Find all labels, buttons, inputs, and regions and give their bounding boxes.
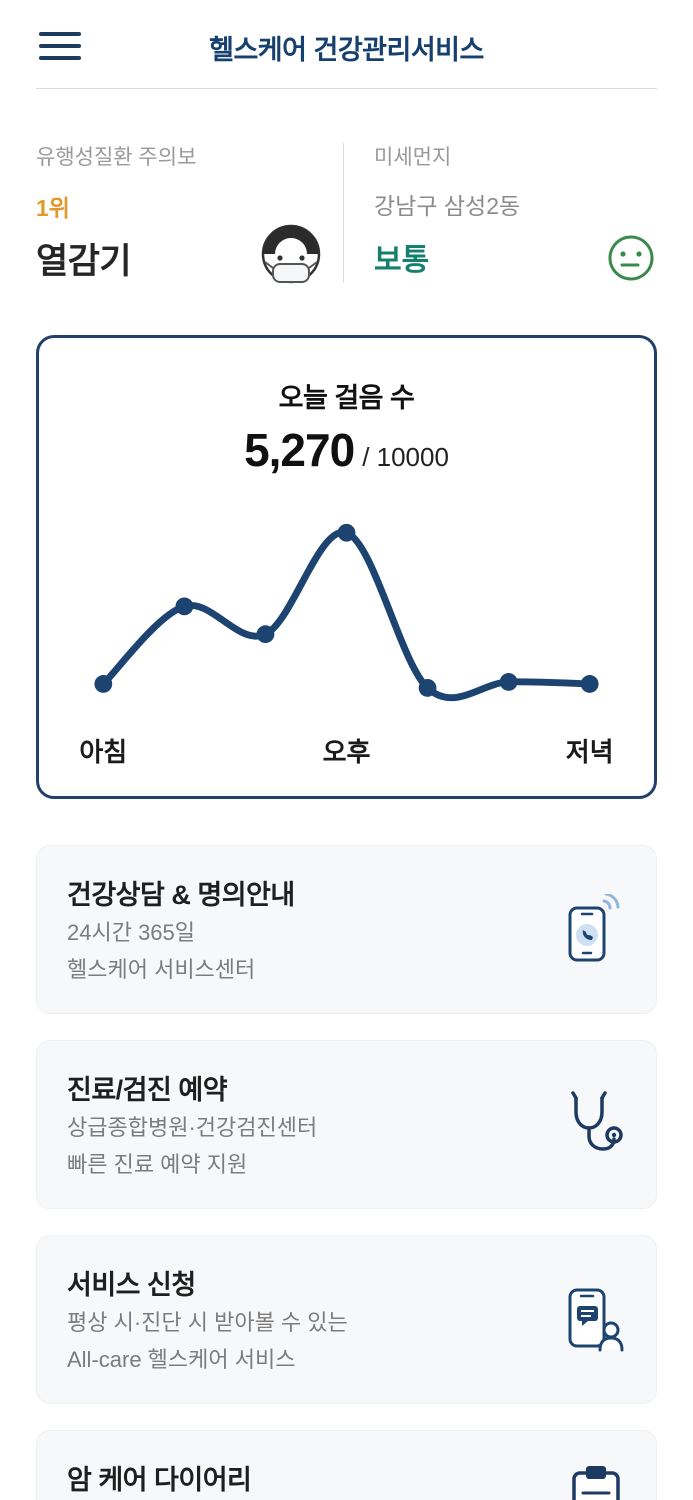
app-header: 헬스케어 건강관리서비스 (36, 16, 657, 78)
air-quality-panel: 미세먼지 강남구 삼성2동 보통 (344, 141, 657, 289)
card-text: 건강상담 & 명의안내 24시간 365일 헬스케어 서비스센터 (67, 873, 295, 986)
chart-data-point (580, 675, 599, 693)
card-text: 서비스 신청 평상 시·진단 시 받아볼 수 있는 All-care 헬스케어 … (67, 1263, 348, 1376)
steps-count: 5,270/ 10000 (57, 423, 636, 477)
card-title: 진료/검진 예약 (67, 1074, 228, 1105)
mood-neutral-icon (605, 232, 657, 289)
steps-goal-value: / 10000 (362, 442, 449, 472)
card-text: 진료/검진 예약 상급종합병원·건강검진센터 빠른 진료 예약 지원 (67, 1068, 317, 1181)
card-line: All-care 헬스케어 서비스 (67, 1346, 296, 1372)
phone-call-icon (562, 894, 626, 964)
header-divider (36, 88, 657, 89)
epidemic-disease-name: 열감기 (36, 242, 132, 281)
steps-title: 오늘 걸음 수 (278, 383, 415, 413)
phone-chat-person-icon (562, 1284, 626, 1354)
steps-line-chart (94, 523, 599, 702)
page-title: 헬스케어 건강관리서비스 (209, 34, 484, 65)
epidemic-rank: 1위 (36, 195, 70, 221)
x-axis-tick-label: 아침 (79, 736, 128, 767)
air-quality-label: 미세먼지 (374, 146, 452, 169)
menu-card-list: 건강상담 & 명의안내 24시간 365일 헬스케어 서비스센터 진료/검진 예… (36, 844, 657, 1500)
chart-data-point (418, 679, 437, 697)
card-title: 건강상담 & 명의안내 (67, 879, 295, 910)
card-line: 24시간 365일 (67, 919, 196, 945)
steps-line-path (99, 529, 594, 702)
steps-chart-card[interactable]: 오늘 걸음 수 5,270/ 10000 아침 오후 저녁 (36, 335, 657, 799)
status-section: 유행성질환 주의보 1위 열감기 미세먼지 강남구 삼성2동 보통 (36, 141, 657, 289)
card-text: 암 케어 다이어리 암 진단 회원이 이용 (67, 1458, 252, 1500)
epidemic-alert-label: 유행성질환 주의보 (36, 146, 197, 169)
menu-card-appointment[interactable]: 진료/검진 예약 상급종합병원·건강검진센터 빠른 진료 예약 지원 (36, 1039, 657, 1209)
menu-card-health-consult[interactable]: 건강상담 & 명의안내 24시간 365일 헬스케어 서비스센터 (36, 844, 657, 1014)
epidemic-alert-panel: 유행성질환 주의보 1위 열감기 (36, 141, 343, 289)
card-title: 서비스 신청 (67, 1269, 196, 1300)
status-divider (343, 143, 344, 283)
chart-data-point (256, 625, 275, 644)
steps-current-value: 5,270 (244, 424, 355, 476)
menu-button[interactable] (36, 27, 84, 68)
steps-chart-area: 아침 오후 저녁 (57, 499, 636, 770)
chart-data-point (499, 673, 518, 691)
card-line: 평상 시·진단 시 받아볼 수 있는 (67, 1309, 348, 1335)
x-axis-tick-label: 오후 (322, 736, 371, 767)
card-line: 헬스케어 서비스센터 (67, 956, 256, 982)
menu-card-service-apply[interactable]: 서비스 신청 평상 시·진단 시 받아볼 수 있는 All-care 헬스케어 … (36, 1234, 657, 1404)
chart-data-point (94, 675, 113, 693)
card-line: 빠른 진료 예약 지원 (67, 1151, 248, 1177)
x-axis-tick-label: 저녁 (565, 736, 614, 767)
card-title: 암 케어 다이어리 (67, 1464, 252, 1495)
air-quality-location: 강남구 삼성2동 (374, 193, 521, 219)
chart-data-point (175, 597, 194, 616)
stethoscope-icon (562, 1090, 626, 1158)
masked-face-icon (257, 214, 325, 293)
chart-data-point (337, 523, 356, 542)
chart-x-axis-labels: 아침 오후 저녁 (57, 732, 636, 770)
air-quality-grade: 보통 (374, 244, 430, 277)
hamburger-menu-icon (39, 31, 81, 60)
menu-card-cancer-diary[interactable]: 암 케어 다이어리 암 진단 회원이 이용 (36, 1429, 657, 1500)
card-line: 상급종합병원·건강검진센터 (67, 1114, 318, 1140)
clipboard-icon (566, 1463, 626, 1500)
